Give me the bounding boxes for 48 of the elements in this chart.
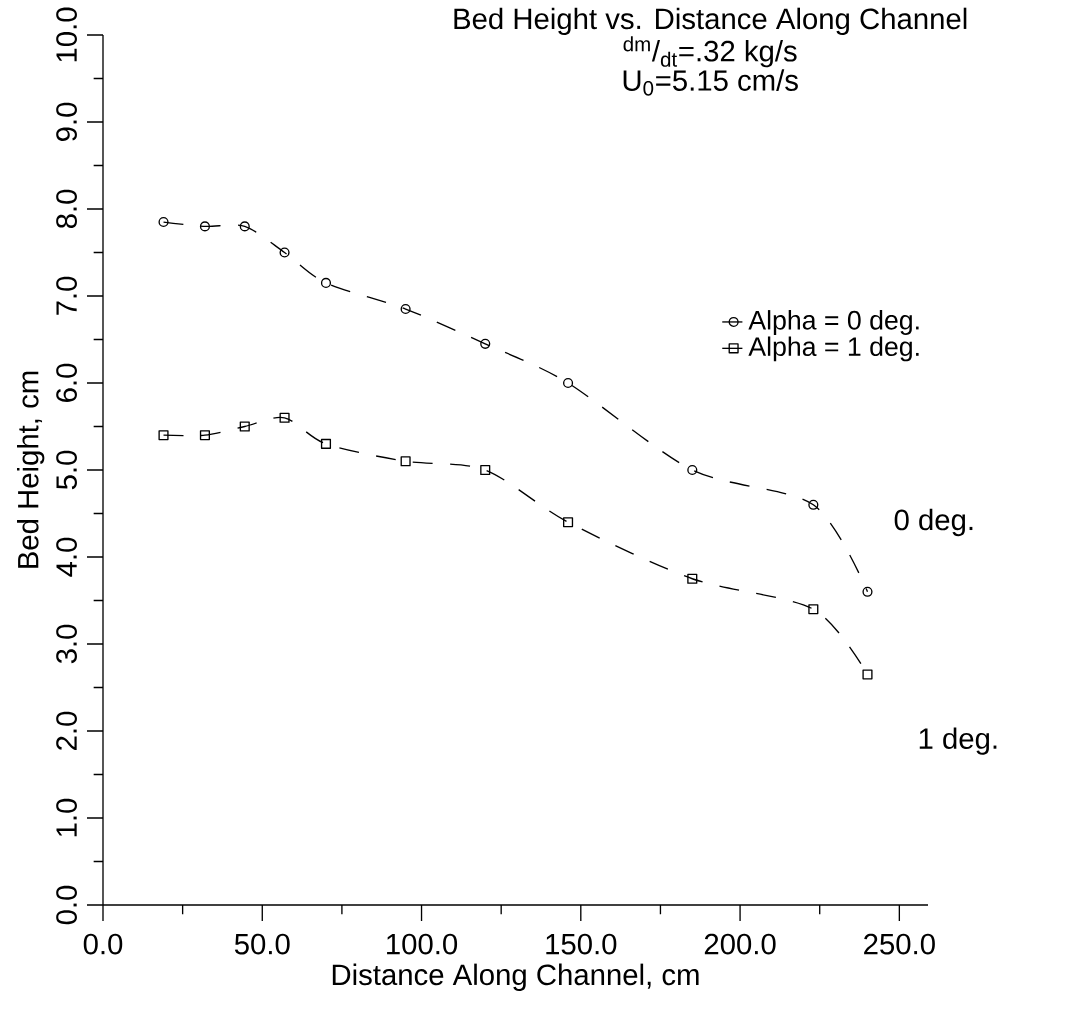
- x-tick-label: 200.0: [704, 933, 776, 955]
- point: [400, 456, 411, 467]
- point: [199, 430, 211, 441]
- point: [687, 464, 698, 476]
- y-tick-label: 2.0: [56, 711, 77, 750]
- annotation: U$_{0}$=5.15 cm/s: [623, 69, 798, 96]
- y-tick-label: 5.0: [56, 450, 77, 490]
- y-tick-label: 6.0: [56, 363, 77, 402]
- point: [158, 430, 169, 441]
- point: [480, 338, 491, 349]
- annotation: 1 deg.: [919, 727, 997, 755]
- point: [239, 221, 250, 232]
- x-axis-title: Distance Along Channel, cm: [332, 963, 699, 991]
- point: [687, 573, 698, 584]
- y-tick-label: 3.0: [56, 624, 77, 664]
- point: [808, 499, 819, 510]
- y-tick-label: 1.0: [56, 798, 77, 837]
- point: [320, 277, 332, 289]
- point: [862, 669, 873, 680]
- legend-label: Alpha = 0 deg.: [748, 310, 919, 335]
- point: [862, 586, 873, 597]
- y-tick-label: 10.0: [56, 7, 77, 62]
- point: [239, 421, 250, 432]
- point: [808, 604, 819, 615]
- x-tick-label: 100.0: [387, 933, 458, 955]
- x-tick-label: 250.0: [864, 933, 935, 955]
- y-tick-label: 8.0: [56, 189, 77, 229]
- point: [480, 464, 491, 476]
- point: [279, 412, 290, 423]
- point: [320, 438, 332, 449]
- chart-title: Bed Height vs. Distance Along Channel: [454, 7, 967, 36]
- point: [562, 377, 574, 389]
- annotation: 0 deg.: [894, 508, 973, 537]
- point: [400, 303, 411, 315]
- y-tick-label: 9.0: [56, 102, 77, 141]
- x-tick-label: 50.0: [234, 933, 290, 955]
- y-tick-label: 7.0: [56, 276, 77, 315]
- x-tick-label: 0.0: [83, 933, 123, 955]
- x-tick-label: 150.0: [546, 933, 617, 955]
- point: [158, 216, 169, 228]
- y-tick-label: 0.0: [56, 885, 77, 925]
- y-axis-title: Bed Height, cm: [17, 371, 45, 568]
- y-tick-label: 4.0: [56, 537, 77, 577]
- point: [562, 517, 574, 528]
- chart-subtitle: $^{dm}$/$_{dt}$=.32 kg/s: [623, 36, 797, 68]
- point: [279, 247, 290, 258]
- point: [199, 221, 211, 232]
- legend-label: Alpha = 1 deg.: [748, 336, 919, 362]
